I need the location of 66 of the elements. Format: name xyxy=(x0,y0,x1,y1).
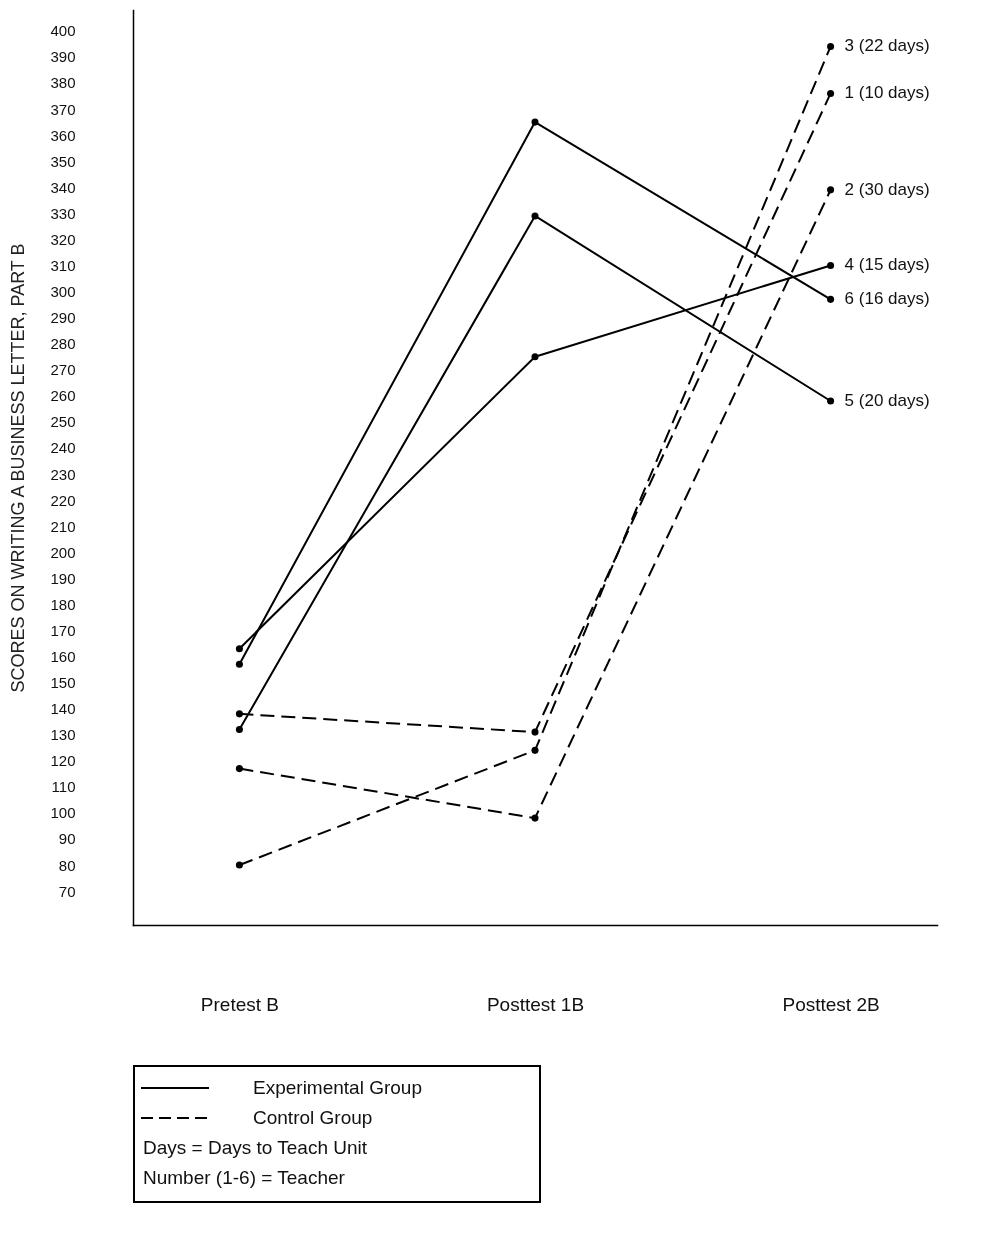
y-tick-label: 380 xyxy=(50,74,76,92)
x-tick-label: Posttest 2B xyxy=(782,993,880,1015)
point xyxy=(235,710,243,718)
y-tick-label: 290 xyxy=(50,309,76,327)
y-tick-label: 390 xyxy=(50,48,76,66)
y-tick-label: 90 xyxy=(58,830,76,848)
text: Control Group xyxy=(253,1107,373,1129)
y-tick-label: 370 xyxy=(50,100,76,118)
y-tick-label: 190 xyxy=(50,569,76,587)
y-tick-label: 230 xyxy=(50,465,76,483)
text: Days = Days to Teach Unit xyxy=(143,1137,368,1159)
y-tick-label: 220 xyxy=(50,491,76,509)
y-tick-label: 160 xyxy=(50,648,76,665)
y-tick-label: 270 xyxy=(50,361,76,379)
y-tick-label: 210 xyxy=(50,517,76,535)
y-tick-label: 320 xyxy=(50,230,76,248)
point xyxy=(235,645,243,653)
y-tick-label: 170 xyxy=(50,621,76,639)
point xyxy=(827,42,835,51)
y-tick-label: 310 xyxy=(50,256,76,274)
y-tick-label: 250 xyxy=(50,413,76,431)
point xyxy=(235,765,243,773)
y-tick-label: 80 xyxy=(58,856,76,874)
y-tick-label: 350 xyxy=(50,152,76,170)
point xyxy=(235,660,243,668)
point xyxy=(827,261,835,269)
point xyxy=(235,725,243,734)
point xyxy=(531,728,539,736)
y-tick-label: 280 xyxy=(50,335,76,353)
point xyxy=(827,295,835,303)
series-label: 1 (10 days) xyxy=(844,83,930,103)
y-tick-label: 360 xyxy=(50,126,76,144)
point xyxy=(235,861,243,869)
series-label: 6 (16 days) xyxy=(844,289,930,309)
x-tick-label: Posttest 1B xyxy=(486,993,585,1015)
y-tick-label: 110 xyxy=(51,778,76,796)
text: Number (1-6) = Teacher xyxy=(143,1167,345,1189)
series-label: 4 (15 days) xyxy=(844,255,930,275)
y-tick-label: 300 xyxy=(50,283,76,301)
series-label: 5 (20 days) xyxy=(844,391,930,411)
y-tick-label: 120 xyxy=(50,752,76,770)
y-tick-label: 240 xyxy=(50,439,76,457)
point xyxy=(531,353,539,361)
series-label: 3 (22 days) xyxy=(844,36,930,56)
y-tick-label: 340 xyxy=(50,178,76,196)
point xyxy=(827,89,835,97)
series-label: 2 (30 days) xyxy=(844,179,930,199)
y-tick-label: 400 xyxy=(50,22,76,40)
x-tick-label: Pretest B xyxy=(200,993,279,1015)
point xyxy=(827,186,835,194)
point xyxy=(531,746,539,754)
y-tick-label: 150 xyxy=(50,674,76,692)
y-tick-label: 180 xyxy=(50,595,76,613)
y-tick-label: 70 xyxy=(58,882,76,900)
y-tick-label: 100 xyxy=(50,804,76,822)
point xyxy=(531,118,539,126)
y-tick-label: 200 xyxy=(50,543,76,561)
y-tick-label: 140 xyxy=(50,700,76,718)
y-tick-label: 130 xyxy=(50,726,76,744)
text: Experimental Group xyxy=(253,1077,422,1099)
y-axis-title: SCORES ON WRITING A BUSINESS LETTER, PART B xyxy=(8,243,29,693)
point xyxy=(531,814,539,822)
point xyxy=(531,212,539,220)
y-tick-label: 330 xyxy=(50,204,76,222)
y-tick-label: 260 xyxy=(50,387,76,405)
point xyxy=(827,397,835,405)
